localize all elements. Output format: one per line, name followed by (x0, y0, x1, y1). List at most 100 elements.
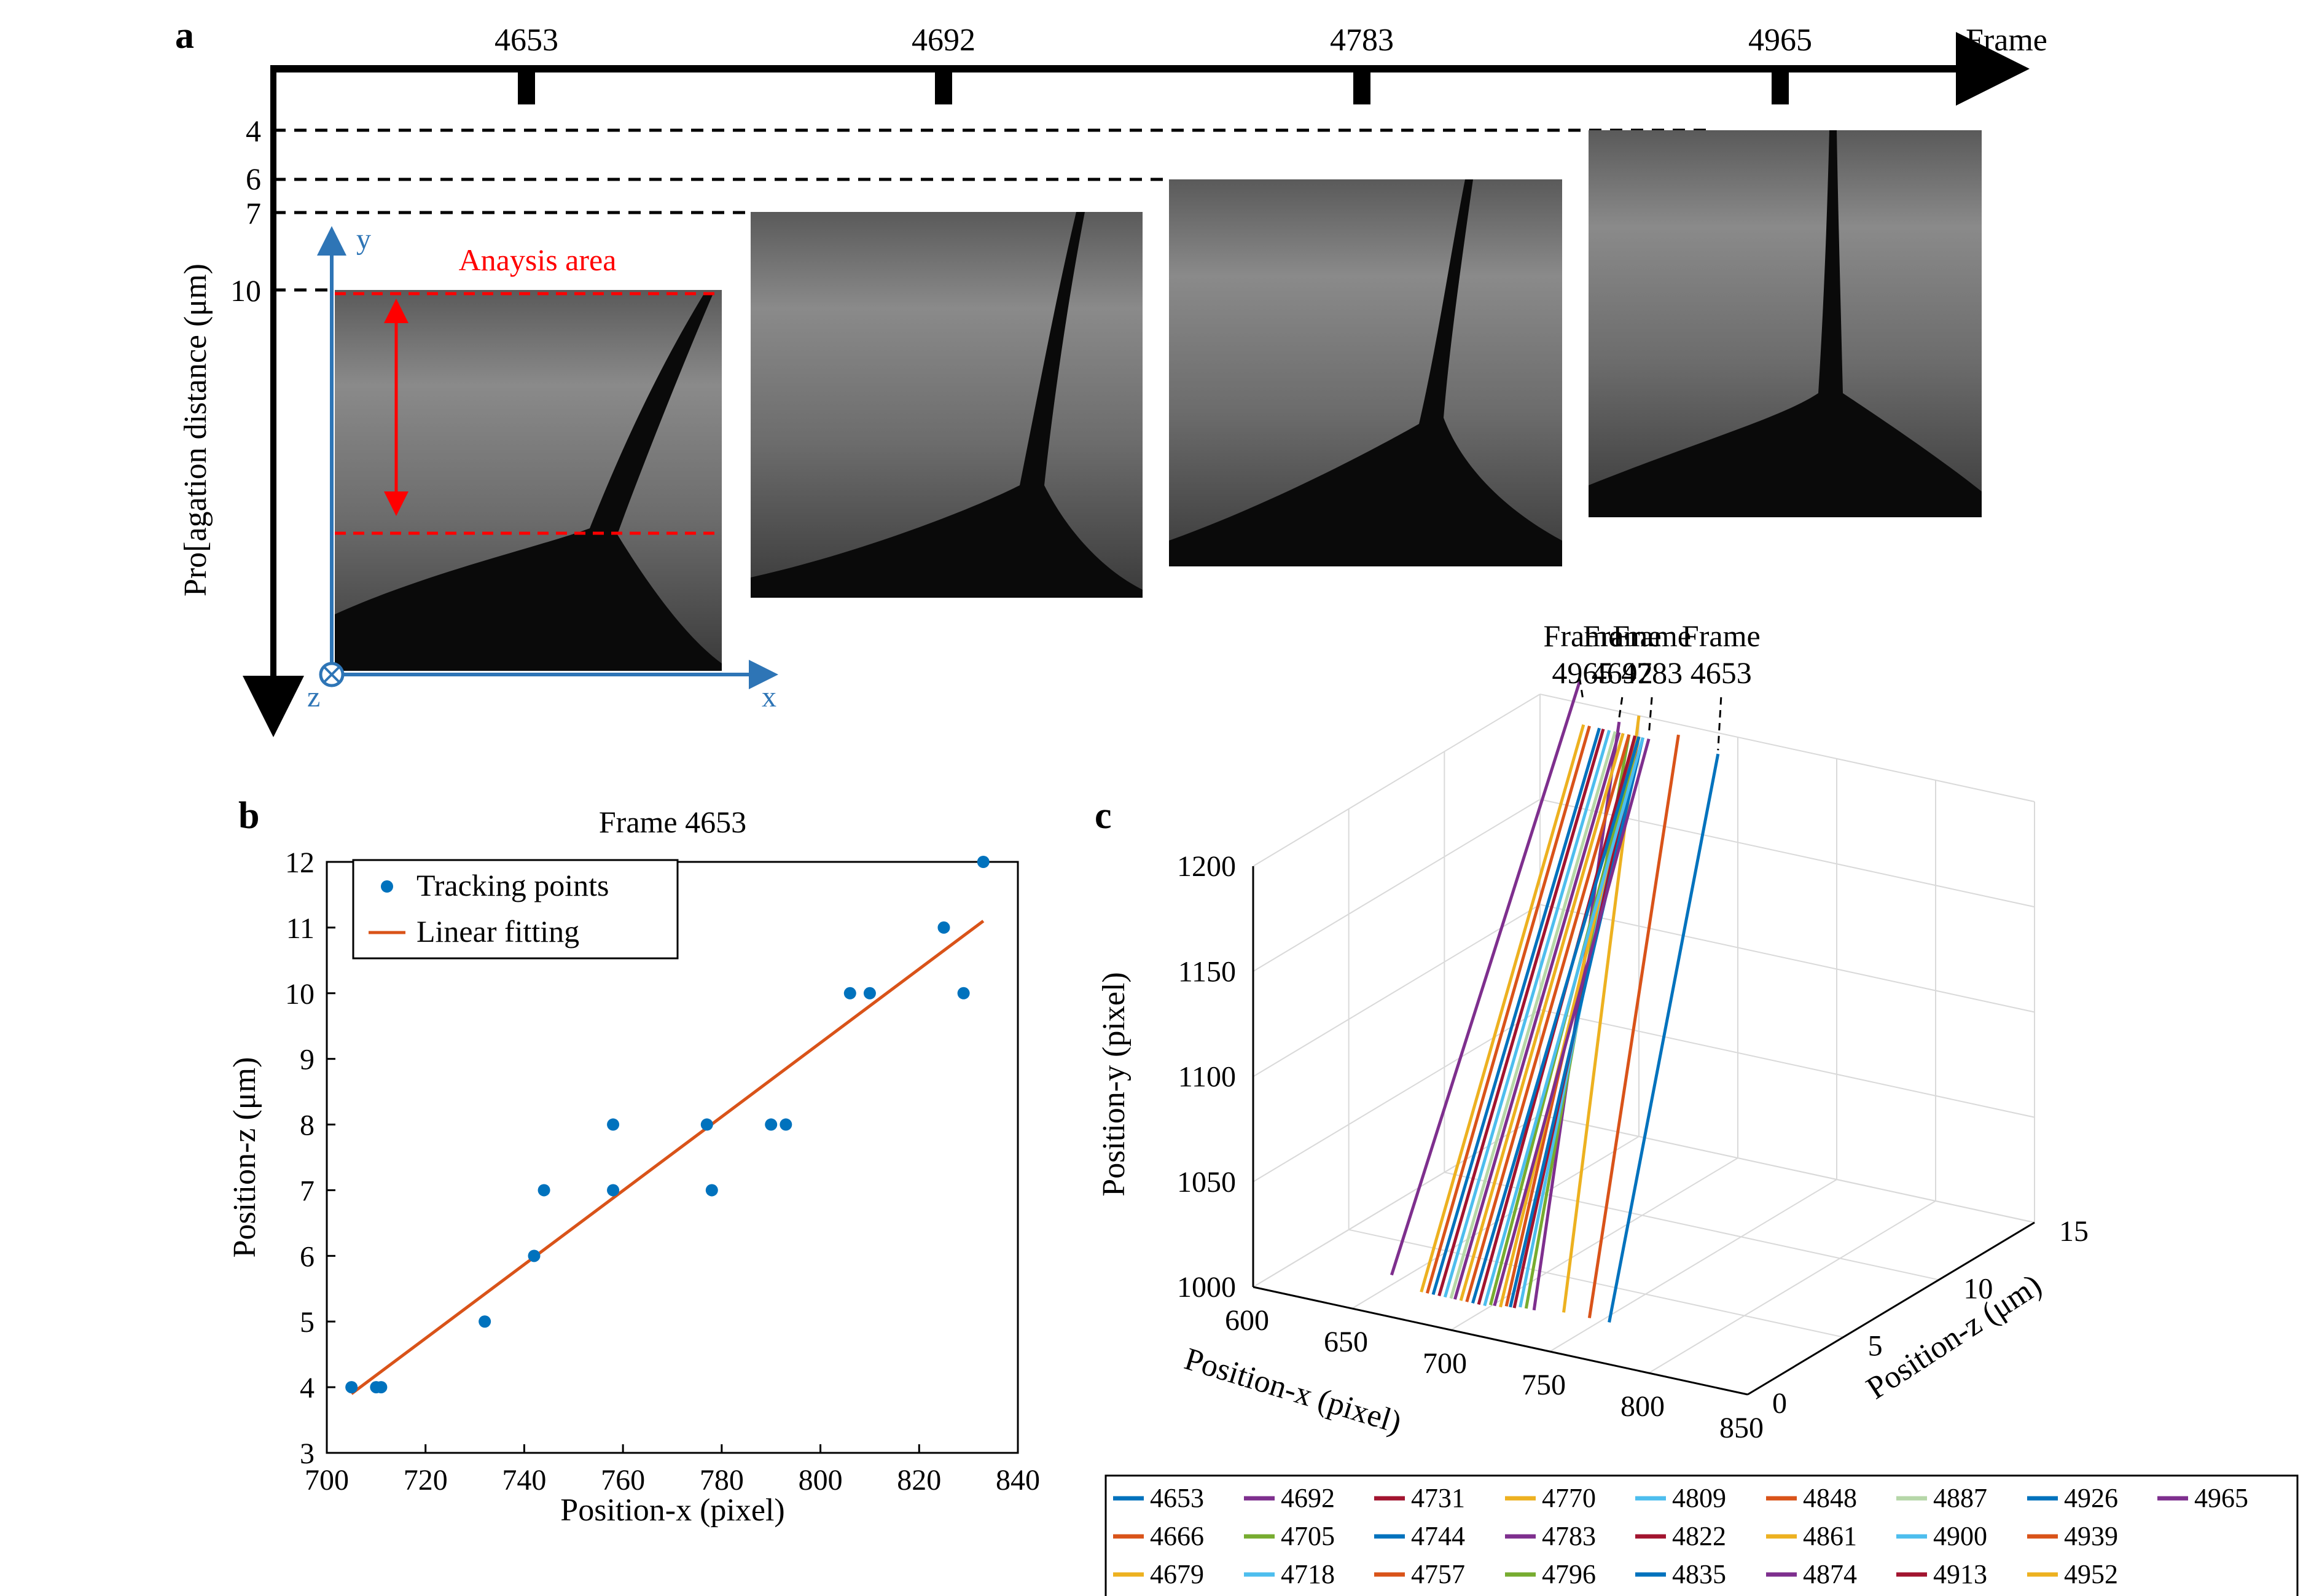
chart-b-marks (345, 856, 990, 1395)
chart-b-ytick-label: 4 (300, 1372, 315, 1404)
tracking-point (780, 1118, 792, 1131)
frame-label-4692: 4692 (912, 23, 975, 58)
frame-label-4653: 4653 (495, 23, 558, 58)
chart-b-ytick-label: 6 (300, 1240, 315, 1273)
depth-tick-4: 4 (246, 114, 261, 148)
legend-label-4705: 4705 (1281, 1521, 1335, 1551)
tracking-point (607, 1118, 620, 1131)
chart-c-legend: 4653 4692 4731 4770 4809 4848 4887 4926 4965 4666… (1113, 1483, 2248, 1589)
micrograph-4653 (335, 290, 722, 671)
annotation-frame-number: 4692 (1592, 655, 1653, 690)
trajectory-line-4874 (1453, 732, 1621, 1300)
chart-c-ytick-label: 1200 (1177, 850, 1236, 883)
chart-c-grid-line (1549, 1179, 1837, 1352)
chart-b-legend-box (352, 859, 679, 960)
trajectory-line-4783 (1493, 738, 1651, 1307)
chart-c-ztick-label: 5 (1868, 1330, 1883, 1363)
chart-c-ytick-label: 1100 (1178, 1061, 1236, 1093)
chart-b-ytick-label: 9 (300, 1044, 315, 1076)
legend-label-fit: Linear fitting (416, 914, 579, 949)
legend-label-4952: 4952 (2064, 1559, 2118, 1589)
chart-c-grid-line (1648, 1200, 1936, 1374)
chart-c-xlabel: Position-x (pixel) (1181, 1342, 1405, 1441)
annotation-frame-word: Frame (1544, 619, 1622, 653)
axis-z-cross-2 (323, 666, 340, 683)
legend-label-4783: 4783 (1542, 1521, 1596, 1551)
chart-c-xtick-label: 800 (1620, 1390, 1665, 1423)
chart-b-legend: Tracking points Linear fitting (352, 859, 679, 960)
linear-fit-line (350, 920, 985, 1395)
frame-label-4965: 4965 (1748, 23, 1812, 58)
legend-label-4913: 4913 (1933, 1559, 1987, 1589)
chart-b-ylabel: Position-z (μm) (227, 1057, 262, 1258)
frame-label-4783: 4783 (1330, 23, 1394, 58)
trajectory-line-4913 (1437, 728, 1605, 1297)
trajectory-line-4809 (1483, 737, 1644, 1307)
chart-b-ytick-label: 7 (300, 1175, 315, 1207)
chart-b-xtick-label: 740 (502, 1464, 546, 1496)
chart-b-ytick-label: 5 (300, 1306, 315, 1339)
analysis-area-label: Anaysis area (459, 243, 617, 277)
chart-c-grid-line (1253, 1114, 1541, 1288)
annotation-leader-4653 (1717, 697, 1722, 751)
chart-c-grid-line (1450, 1157, 1738, 1331)
annotation-frame-word: Frame (1682, 619, 1761, 653)
chart-c-ztick-label: 0 (1772, 1387, 1787, 1420)
chart-c-ytick-label: 1000 (1177, 1271, 1236, 1304)
legend-marker-tracking (381, 880, 393, 893)
chart-c-3d-box (1252, 694, 2035, 1396)
trajectory-line-4939 (1425, 726, 1591, 1294)
axis-y-label: y (356, 223, 371, 256)
panel-a: a Frame 4653 4692 4783 4965 Pro[agation … (175, 15, 2047, 737)
tracking-point (843, 987, 856, 999)
chart-c-lines (1390, 681, 1720, 1323)
tracking-point (345, 1381, 358, 1394)
chart-c-ticks: 600 650 700 750 800 850 1000 1050 1100 1150 1200 0 5… (1177, 850, 2089, 1444)
micrograph-4783 (1169, 179, 1562, 566)
chart-b-xticks: 700 720 740 760 780 800 820 840 (305, 1444, 1040, 1496)
panel-label-a: a (175, 15, 194, 57)
chart-c-legend-box (1104, 1474, 2299, 1596)
legend-label-tracking: Tracking points (416, 868, 609, 902)
tracking-point (479, 1315, 491, 1328)
chart-b-xtick-label: 720 (404, 1464, 448, 1496)
chart-c-grid-line (1253, 694, 1541, 867)
chart-b-ytick-label: 3 (300, 1438, 315, 1470)
chart-c-axis-z (1747, 1221, 2035, 1396)
legend-label-4939: 4939 (2064, 1521, 2118, 1551)
chart-b-ytick-label: 11 (286, 912, 315, 945)
micrograph-4965 (1589, 130, 1982, 517)
trajectory-line-4835 (1471, 736, 1641, 1304)
legend-label-4679: 4679 (1150, 1559, 1204, 1589)
trajectory-line-4952 (1420, 724, 1585, 1293)
chart-b-ytick-label: 12 (285, 847, 315, 879)
trajectory-line-4926 (1431, 727, 1601, 1296)
chart-b-xtick-label: 820 (897, 1464, 941, 1496)
chart-c-ylabel: Position-y (pixel) (1096, 972, 1132, 1196)
depth-tick-10: 10 (230, 273, 261, 308)
trajectory-line-4744 (1509, 737, 1644, 1308)
legend-label-4926: 4926 (2064, 1483, 2118, 1513)
panel-c: c 60065070075080085010001050110011501200… (1095, 619, 2299, 1596)
trajectory-line-4900 (1443, 730, 1611, 1298)
chart-b-yticks: 3 4 5 6 7 8 9 10 11 12 (285, 847, 335, 1470)
chart-c-grid-line (1539, 904, 2035, 1013)
chart-b-xtick-label: 700 (305, 1464, 349, 1496)
legend-label-4835: 4835 (1672, 1559, 1726, 1589)
chart-c-ztick-label: 15 (2059, 1215, 2089, 1248)
axis-x-label: x (762, 681, 776, 713)
tracking-point (765, 1118, 778, 1131)
tracking-point (957, 987, 970, 999)
legend-label-4809: 4809 (1672, 1483, 1726, 1513)
chart-b-xtick-label: 780 (700, 1464, 744, 1496)
chart-c-grid-line (1253, 799, 1541, 972)
chart-c-grid-line (1253, 904, 1541, 1078)
chart-c-ytick-label: 1150 (1178, 955, 1236, 988)
chart-c-ztick-label: 10 (1963, 1272, 1993, 1305)
legend-label-4770: 4770 (1542, 1483, 1596, 1513)
legend-label-4653: 4653 (1150, 1483, 1204, 1513)
chart-c-axis-x (1253, 1286, 1748, 1396)
chart-c-xtick-label: 750 (1522, 1369, 1566, 1401)
annotation-frame-number: 4653 (1691, 655, 1752, 690)
chart-c-xtick-label: 650 (1324, 1326, 1368, 1358)
